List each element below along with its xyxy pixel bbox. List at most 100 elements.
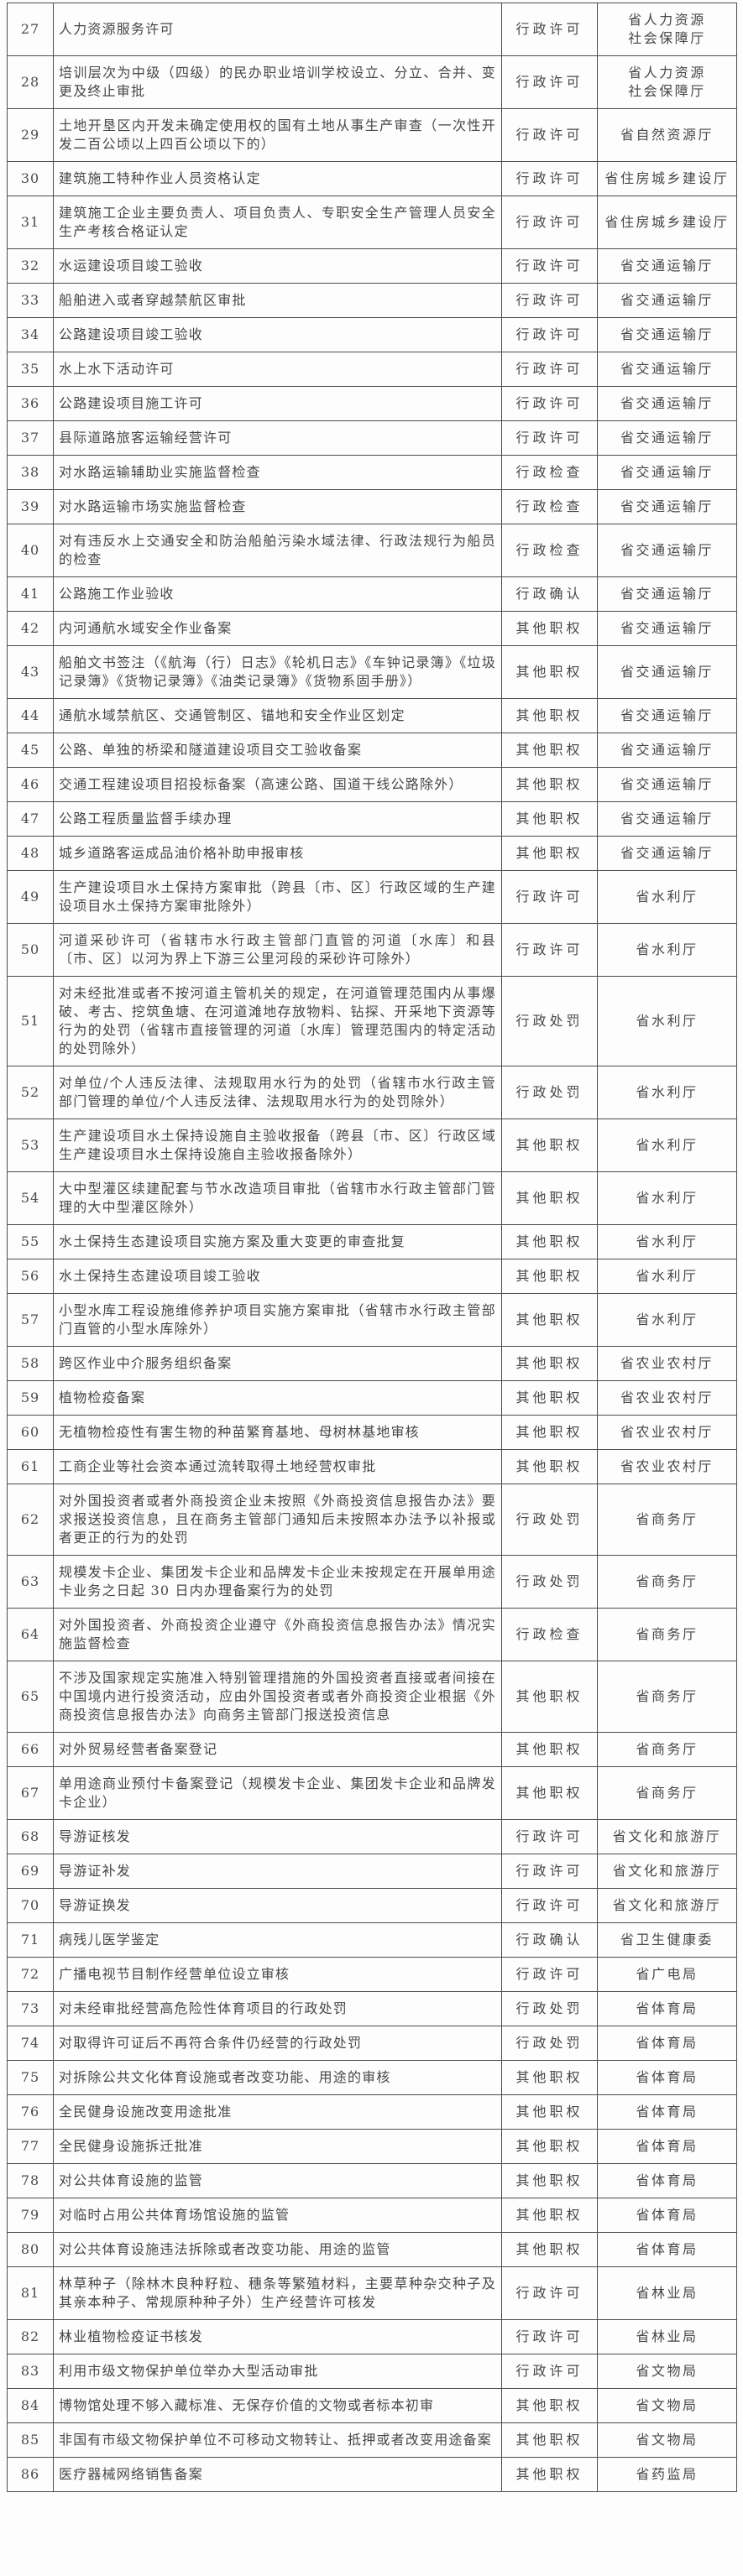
- item-type-cell: 其他职权: [501, 1346, 598, 1381]
- implementing-agency-cell: 省水利厅: [597, 870, 737, 924]
- implementing-agency-cell: 省交通运输厅: [597, 317, 737, 352]
- item-type-cell: 其他职权: [501, 611, 598, 646]
- row-number-cell: 40: [7, 524, 54, 577]
- item-type-cell: 其他职权: [501, 2163, 598, 2198]
- item-name-cell: 对单位/个人违反法律、法规取用水行为的处罚（省辖市水行政主管部门管理的单位/个人…: [53, 1066, 502, 1119]
- implementing-agency-cell: 省水利厅: [597, 1066, 737, 1119]
- item-name-cell: 内河通航水域安全作业备案: [53, 611, 502, 646]
- item-name-cell: 水上水下活动许可: [53, 352, 502, 387]
- item-type-cell: 其他职权: [501, 698, 598, 733]
- row-number-cell: 74: [7, 2026, 54, 2061]
- item-type-cell: 行政处罚: [501, 1066, 598, 1119]
- item-name-cell: 对外国投资者、外商投资企业遵守《外商投资信息报告办法》情况实施监督检查: [53, 1608, 502, 1661]
- row-number-cell: 42: [7, 611, 54, 646]
- implementing-agency-cell: 省住房城乡建设厅: [597, 161, 737, 196]
- table-row: 46 交通工程建设项目招投标备案（高速公路、国道干线公路除外） 其他职权 省交通…: [7, 767, 737, 802]
- item-type-cell: 行政许可: [501, 1888, 598, 1923]
- item-name-cell: 利用市级文物保护单位举办大型活动审批: [53, 2354, 502, 2389]
- item-name-cell: 规模发卡企业、集团发卡企业和品牌发卡企业未按规定在开展单用途卡业务之日起 30 …: [53, 1555, 502, 1609]
- item-name-cell: 对未经审批经营高危险性体育项目的行政处罚: [53, 1991, 502, 2026]
- row-number-cell: 68: [7, 1819, 54, 1854]
- implementing-agency-cell: 省文物局: [597, 2354, 737, 2389]
- table-row: 79 对临时占用公共体育场馆设施的监管 其他职权 省体育局: [7, 2198, 737, 2233]
- row-number-cell: 77: [7, 2129, 54, 2164]
- table-row: 76 全民健身设施改变用途批准 其他职权 省体育局: [7, 2094, 737, 2130]
- table-row: 65 不涉及国家规定实施准入特别管理措施的外国投资者直接或者间接在中国境内进行投…: [7, 1661, 737, 1733]
- item-type-cell: 行政许可: [501, 55, 598, 109]
- implementing-agency-cell: 省文物局: [597, 2388, 737, 2423]
- implementing-agency-cell: 省体育局: [597, 2232, 737, 2267]
- implementing-agency-cell: 省商务厅: [597, 1766, 737, 1820]
- table-row: 71 病残儿医学鉴定 行政确认 省卫生健康委: [7, 1922, 737, 1958]
- table-row: 36 公路建设项目施工许可 行政许可 省交通运输厅: [7, 386, 737, 421]
- table-row: 85 非国有市级文物保护单位不可移动文物转让、抵押或者改变用途备案 其他职权 省…: [7, 2422, 737, 2458]
- scanned-document-page: 27 人力资源服务许可 行政许可 省人力资源社会保障厅 28 培训层次为中级（四…: [7, 3, 737, 2492]
- implementing-agency-cell: 省交通运输厅: [597, 801, 737, 837]
- item-name-cell: 对未经批准或者不按河道主管机关的规定，在河道管理范围内从事爆破、考古、挖筑鱼塘、…: [53, 976, 502, 1066]
- item-type-cell: 行政许可: [501, 317, 598, 352]
- item-name-cell: 公路施工作业验收: [53, 576, 502, 612]
- item-name-cell: 对公共体育设施的监管: [53, 2163, 502, 2198]
- implementing-agency-cell: 省商务厅: [597, 1732, 737, 1767]
- table-row: 52 对单位/个人违反法律、法规取用水行为的处罚（省辖市水行政主管部门管理的单位…: [7, 1066, 737, 1119]
- item-type-cell: 其他职权: [501, 1766, 598, 1820]
- implementing-agency-cell: 省交通运输厅: [597, 767, 737, 802]
- table-row: 42 内河通航水域安全作业备案 其他职权 省交通运输厅: [7, 611, 737, 646]
- row-number-cell: 51: [7, 976, 54, 1066]
- implementing-agency-cell: 省水利厅: [597, 1119, 737, 1172]
- row-number-cell: 78: [7, 2163, 54, 2198]
- item-type-cell: 其他职权: [501, 1293, 598, 1347]
- item-name-cell: 无植物检疫性有害生物的种苗繁育基地、母树林基地审核: [53, 1415, 502, 1450]
- implementing-agency-cell: 省自然资源厅: [597, 108, 737, 162]
- row-number-cell: 62: [7, 1484, 54, 1556]
- item-name-cell: 大中型灌区续建配套与节水改造项目审批（省辖市水行政主管部门管理的大中型灌区除外）: [53, 1171, 502, 1225]
- implementing-agency-cell: 省商务厅: [597, 1608, 737, 1661]
- row-number-cell: 67: [7, 1766, 54, 1820]
- item-type-cell: 其他职权: [501, 2457, 598, 2492]
- row-number-cell: 57: [7, 1293, 54, 1347]
- item-type-cell: 其他职权: [501, 1171, 598, 1225]
- item-name-cell: 不涉及国家规定实施准入特别管理措施的外国投资者直接或者间接在中国境内进行投资活动…: [53, 1661, 502, 1733]
- item-type-cell: 其他职权: [501, 733, 598, 768]
- item-type-cell: 行政处罚: [501, 1484, 598, 1556]
- table-row: 66 对外贸易经营者备案登记 其他职权 省商务厅: [7, 1732, 737, 1767]
- row-number-cell: 41: [7, 576, 54, 612]
- item-name-cell: 船舶进入或者穿越禁航区审批: [53, 283, 502, 318]
- item-type-cell: 行政许可: [501, 161, 598, 196]
- item-name-cell: 建筑施工企业主要负责人、项目负责人、专职安全生产管理人员安全生产考核合格证认定: [53, 196, 502, 249]
- implementing-agency-cell: 省体育局: [597, 2129, 737, 2164]
- item-type-cell: 其他职权: [501, 1661, 598, 1733]
- item-name-cell: 全民健身设施拆迁批准: [53, 2129, 502, 2164]
- table-row: 37 县际道路旅客运输经营许可 行政许可 省交通运输厅: [7, 420, 737, 456]
- item-type-cell: 行政检查: [501, 1608, 598, 1661]
- table-row: 82 林业植物检疫证书核发 行政许可 省林业局: [7, 2319, 737, 2354]
- item-name-cell: 培训层次为中级（四级）的民办职业培训学校设立、分立、合并、变更及终止审批: [53, 55, 502, 109]
- implementing-agency-cell: 省林业局: [597, 2319, 737, 2354]
- row-number-cell: 36: [7, 386, 54, 421]
- item-type-cell: 行政许可: [501, 923, 598, 977]
- table-row: 74 对取得许可证后不再符合条件仍经营的行政处罚 行政处罚 省体育局: [7, 2026, 737, 2061]
- item-name-cell: 公路、单独的桥梁和隧道建设项目交工验收备案: [53, 733, 502, 768]
- row-number-cell: 61: [7, 1449, 54, 1484]
- item-name-cell: 林业植物检疫证书核发: [53, 2319, 502, 2354]
- row-number-cell: 63: [7, 1555, 54, 1609]
- table-row: 33 船舶进入或者穿越禁航区审批 行政许可 省交通运输厅: [7, 283, 737, 318]
- table-row: 47 公路工程质量监督手续办理 其他职权 省交通运输厅: [7, 801, 737, 837]
- implementing-agency-cell: 省体育局: [597, 2163, 737, 2198]
- implementing-agency-cell: 省交通运输厅: [597, 352, 737, 387]
- row-number-cell: 84: [7, 2388, 54, 2423]
- table-row: 34 公路建设项目竣工验收 行政许可 省交通运输厅: [7, 317, 737, 352]
- row-number-cell: 48: [7, 836, 54, 871]
- table-row: 49 生产建设项目水土保持方案审批（跨县〔市、区〕行政区域的生产建设项目水土保持…: [7, 870, 737, 924]
- row-number-cell: 82: [7, 2319, 54, 2354]
- item-name-cell: 工商企业等社会资本通过流转取得土地经营权审批: [53, 1449, 502, 1484]
- item-type-cell: 行政确认: [501, 576, 598, 612]
- item-type-cell: 行政许可: [501, 870, 598, 924]
- table-row: 72 广播电视节目制作经营单位设立审核 行政许可 省广电局: [7, 1957, 737, 1992]
- row-number-cell: 70: [7, 1888, 54, 1923]
- row-number-cell: 58: [7, 1346, 54, 1381]
- row-number-cell: 30: [7, 161, 54, 196]
- table-row: 54 大中型灌区续建配套与节水改造项目审批（省辖市水行政主管部门管理的大中型灌区…: [7, 1171, 737, 1225]
- table-row: 35 水上水下活动许可 行政许可 省交通运输厅: [7, 352, 737, 387]
- item-name-cell: 非国有市级文物保护单位不可移动文物转让、抵押或者改变用途备案: [53, 2422, 502, 2458]
